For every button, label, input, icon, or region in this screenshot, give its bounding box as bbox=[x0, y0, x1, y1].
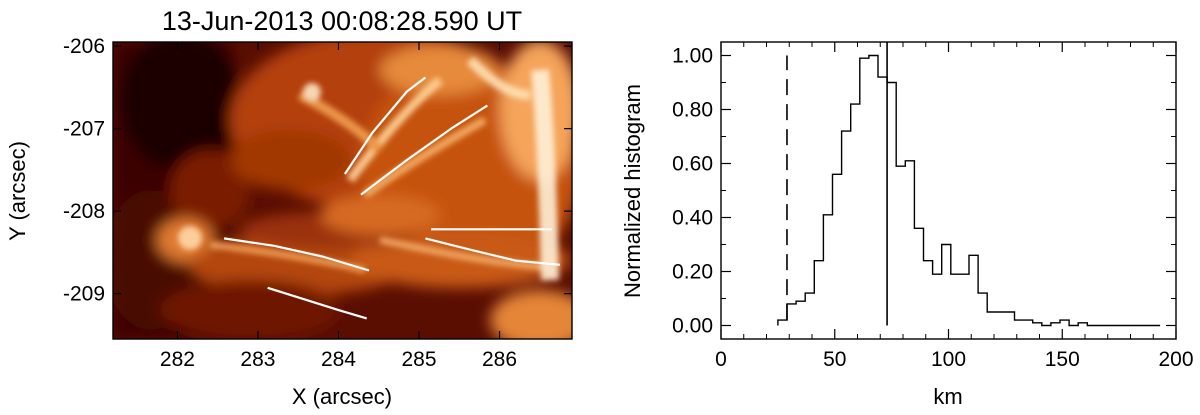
histogram-panel: 0 50 100 150 200 0.00 0.20 0.40 0.60 0.80 1.00 km… bbox=[620, 42, 1194, 409]
histogram-y-tick-label: 0.40 bbox=[672, 207, 713, 230]
map-x-tick-label: 282 bbox=[160, 348, 195, 371]
histogram-y-ticks: 0.00 0.20 0.40 0.60 0.80 1.00 bbox=[672, 45, 1176, 338]
histogram-plot bbox=[778, 42, 1160, 326]
histogram-x-axis-label: km bbox=[933, 384, 962, 409]
map-x-axis-label: X (arcsec) bbox=[292, 384, 392, 409]
histogram-y-tick-label: 0.80 bbox=[672, 99, 713, 122]
histogram-y-tick-label: 0.20 bbox=[672, 261, 713, 284]
histogram-x-tick-label: 150 bbox=[1045, 348, 1080, 371]
histogram-x-tick-label: 50 bbox=[823, 348, 846, 371]
intensity-image bbox=[105, 30, 590, 350]
map-x-tick-label: 286 bbox=[482, 348, 517, 371]
map-x-tick-label: 284 bbox=[321, 348, 356, 371]
histogram-x-tick-label: 200 bbox=[1158, 348, 1193, 371]
histogram-y-tick-label: 0.00 bbox=[672, 315, 713, 338]
histogram-frame bbox=[721, 42, 1176, 339]
map-y-tick-label: -207 bbox=[63, 118, 105, 141]
map-y-tick-label: -206 bbox=[63, 35, 105, 58]
map-y-axis-label: Y (arcsec) bbox=[5, 141, 30, 241]
map-x-tick-label: 283 bbox=[240, 348, 275, 371]
map-x-tick-label: 285 bbox=[401, 348, 436, 371]
histogram-y-axis-label: Normalized histogram bbox=[620, 84, 645, 298]
histogram-x-tick-label: 100 bbox=[931, 348, 966, 371]
map-y-tick-label: -208 bbox=[63, 200, 105, 223]
histogram-step-line bbox=[778, 56, 1160, 326]
intensity-map-panel: 13-Jun-2013 00:08:28.590 UT bbox=[5, 6, 590, 409]
map-y-tick-label: -209 bbox=[63, 283, 105, 306]
map-title: 13-Jun-2013 00:08:28.590 UT bbox=[162, 6, 522, 36]
histogram-x-tick-label: 0 bbox=[715, 348, 727, 371]
histogram-y-tick-label: 0.60 bbox=[672, 153, 713, 176]
histogram-y-tick-label: 1.00 bbox=[672, 45, 713, 68]
